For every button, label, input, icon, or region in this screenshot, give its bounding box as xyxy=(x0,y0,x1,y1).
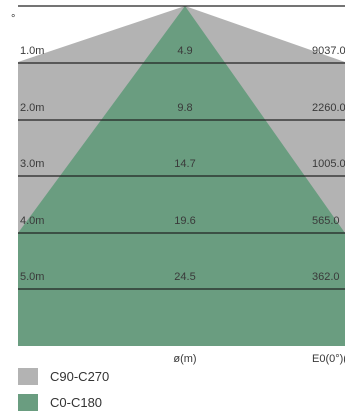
diameter-label: 19.6 xyxy=(174,215,195,227)
diameter-label: 4.9 xyxy=(177,45,192,57)
distance-label: 3.0m xyxy=(20,158,44,170)
distance-label: 4.0m xyxy=(20,215,44,227)
illuminance-label: 2260.0 xyxy=(312,102,345,114)
legend-swatch-c90-c270 xyxy=(18,368,38,385)
diameter-label: 14.7 xyxy=(174,158,195,170)
legend-label-c0-c180: C0-C180 xyxy=(50,395,103,410)
illuminance-label: 9037.0 xyxy=(312,45,345,57)
x-axis-label: ø(m) xyxy=(173,353,196,365)
legend-label-c90-c270: C90-C270 xyxy=(50,369,110,384)
illuminance-label: 362.0 xyxy=(312,271,340,283)
corner-mark: ° xyxy=(11,13,15,25)
legend-item-c90-c270: C90-C270 xyxy=(18,368,109,385)
legend-item-c0-c180: C0-C180 xyxy=(18,394,102,411)
distance-label: 5.0m xyxy=(20,271,44,283)
illuminance-label: 565.0 xyxy=(312,215,340,227)
diameter-label: 24.5 xyxy=(174,271,195,283)
distance-label: 1.0m xyxy=(20,45,44,57)
illuminance-label: 1005.0 xyxy=(312,158,345,170)
y-axis-label: E0(0°)(lx) xyxy=(312,353,345,365)
legend-swatch-c0-c180 xyxy=(18,394,38,411)
diameter-label: 9.8 xyxy=(177,102,192,114)
distance-label: 2.0m xyxy=(20,102,44,114)
